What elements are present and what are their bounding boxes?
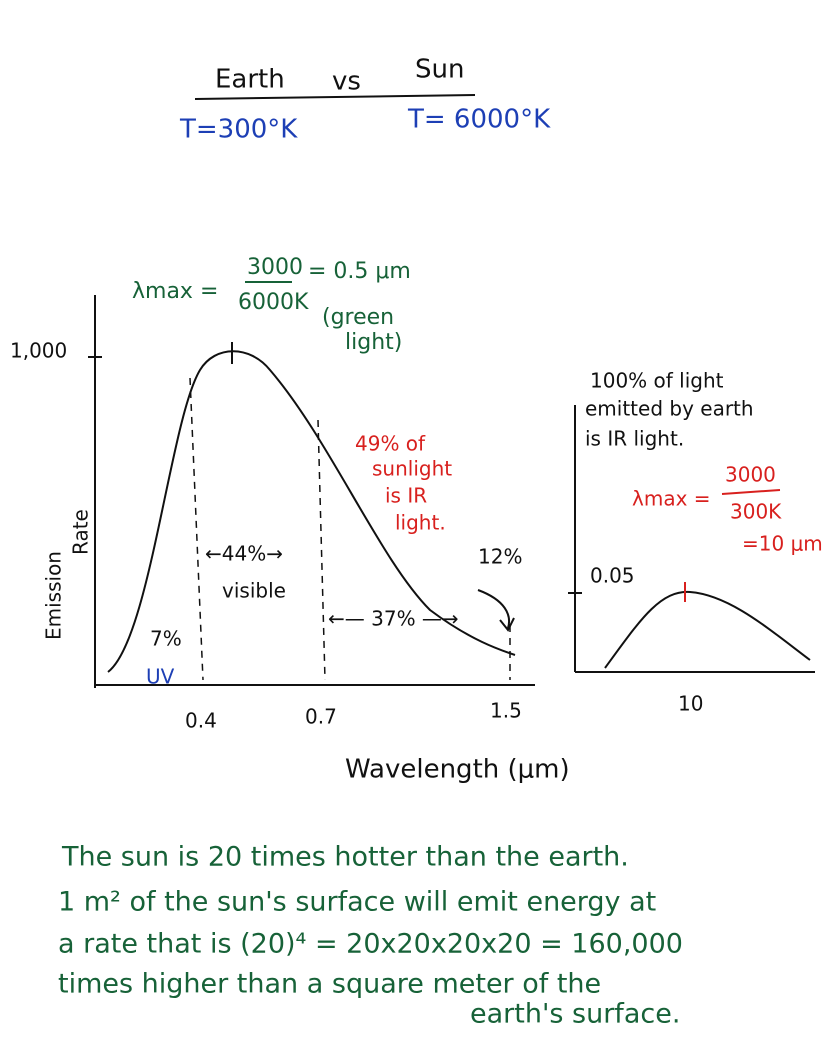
underline <box>194 94 476 100</box>
tick-label: 10 <box>678 692 703 716</box>
note: emitted by earth <box>585 397 754 421</box>
axis-label: Wavelength (μm) <box>345 755 570 785</box>
header-text: Sun <box>415 55 464 85</box>
ir-note: is IR <box>385 484 427 508</box>
header-text: vs <box>332 67 361 97</box>
formula: =10 μm <box>742 532 823 556</box>
footer-line: a rate that is (20)⁴ = 20x20x20x20 = 160… <box>58 929 683 960</box>
label: ←44%→ <box>205 542 283 566</box>
formula: 3000 <box>247 255 303 280</box>
formula: (green <box>322 305 394 330</box>
label: visible <box>222 579 286 603</box>
ir-note: sunlight <box>372 457 452 481</box>
note: is IR light. <box>585 427 684 451</box>
formula: 300K <box>730 500 782 524</box>
footer-line: 1 m² of the sun's surface will emit ener… <box>58 887 656 918</box>
tick-label: 1.5 <box>490 699 522 723</box>
label: 7% <box>150 627 182 651</box>
formula: 3000 <box>725 463 776 487</box>
formula: light) <box>345 330 402 355</box>
ir-note: light. <box>395 511 446 535</box>
curve <box>107 350 516 673</box>
formula: 6000K <box>238 290 309 315</box>
label: 12% <box>478 545 522 569</box>
tick-label: 0.7 <box>305 705 337 729</box>
formula: λmax = <box>632 487 711 511</box>
label: UV <box>146 665 175 689</box>
tick-label: 0.05 <box>590 564 635 588</box>
ir-note: 49% of <box>355 432 426 456</box>
note: 100% of light <box>590 369 724 393</box>
arrow <box>477 589 515 632</box>
axis-label: Emission <box>42 551 66 640</box>
header-text: Earth <box>215 65 285 95</box>
label: ←— 37% —→ <box>328 607 459 631</box>
tick-label: 1,000 <box>10 339 67 363</box>
footer-line: earth's surface. <box>470 999 680 1030</box>
footer-line: times higher than a square meter of the <box>58 969 601 1000</box>
tick-label: 0.4 <box>185 709 217 733</box>
formula: λmax = <box>132 279 218 304</box>
axis-label: Rate <box>69 509 93 555</box>
dashed <box>317 419 326 681</box>
formula: = 0.5 μm <box>308 259 411 284</box>
temp: T= 6000°K <box>407 105 551 135</box>
temp: T=300°K <box>179 115 298 145</box>
curve <box>604 590 811 669</box>
footer-line: The sun is 20 times hotter than the eart… <box>61 842 629 873</box>
fraction-bar <box>721 489 781 495</box>
dashed <box>189 377 204 681</box>
